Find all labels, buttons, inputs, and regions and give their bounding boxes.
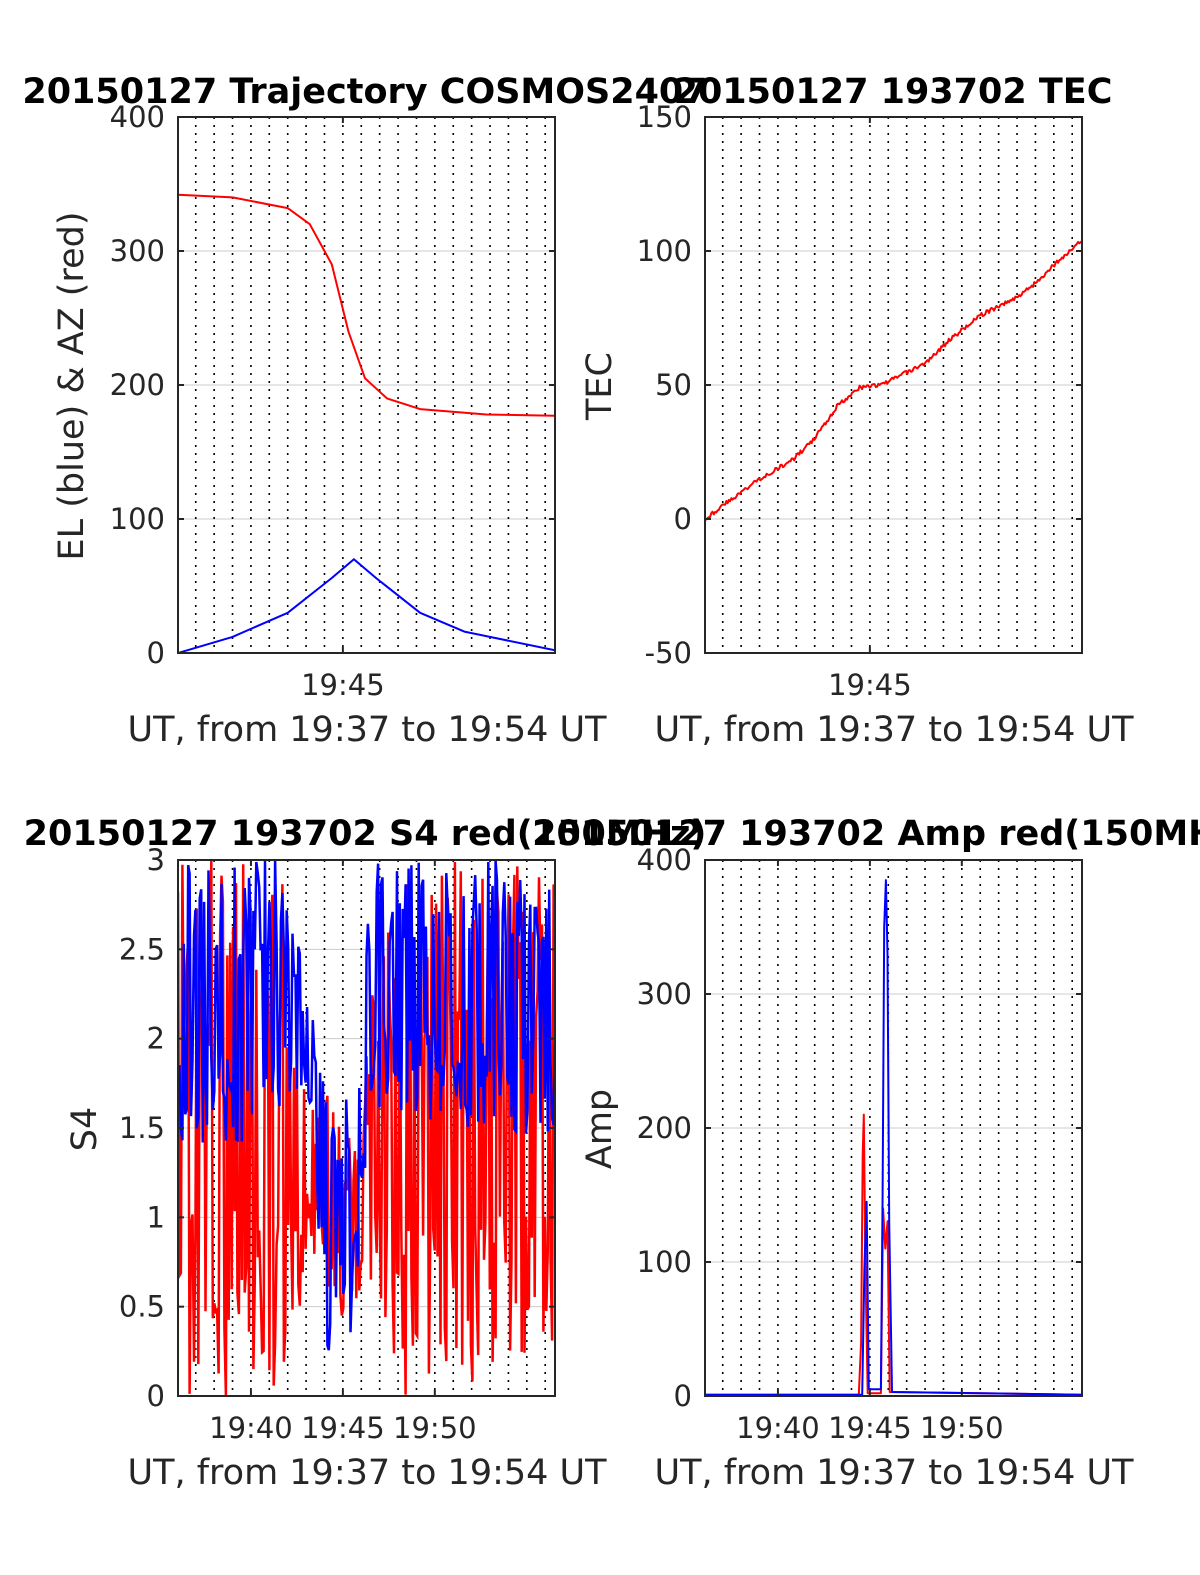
tec-chart: 20150127 193702 TEC -50 0 50 100 150 19:45 UT…	[580, 72, 1134, 750]
y-tick-label: 2	[147, 1022, 165, 1056]
y-tick-label: 0.5	[119, 1290, 165, 1324]
chart-title: 20150127 Trajectory COSMOS2407	[22, 72, 707, 112]
series-line-red	[705, 1113, 1082, 1396]
y-tick-label: 150	[637, 100, 692, 134]
y-tick-label: 400	[637, 843, 692, 877]
series-line-tec	[705, 240, 1082, 521]
amp-plot-area: 0 100 200 300 400 19:40 19:45 19:50	[637, 843, 1083, 1445]
y-tick-label: 400	[110, 100, 165, 134]
s4-plot-area: 0 0.5 1 1.5 2 2.5 3 19:40 19:45 19:50	[119, 843, 556, 1445]
x-axis-label: UT, from 19:37 to 19:54 UT	[654, 1453, 1134, 1493]
y-tick-label: 1	[147, 1200, 165, 1234]
y-tick-label: 2.5	[119, 932, 165, 966]
series-line-az	[178, 193, 555, 417]
y-tick-label: 200	[637, 1111, 692, 1145]
s4-chart: 20150127 193702 S4 red(150MHz) 0 0.5 1 1.5 2…	[24, 814, 707, 1493]
y-tick-label: 0	[674, 502, 692, 536]
y-axis-label: TEC	[580, 352, 620, 421]
x-tick-label: 19:45	[301, 668, 385, 702]
y-tick-label: 300	[637, 977, 692, 1011]
y-axis-label: Amp	[580, 1089, 620, 1169]
y-tick-label: 0	[674, 1379, 692, 1413]
y-axis-label: S4	[65, 1107, 105, 1152]
y-tick-label: 50	[655, 368, 692, 402]
y-tick-label: 3	[147, 843, 165, 877]
x-tick-label: 19:45	[828, 1411, 912, 1445]
trajectory-plot-area: 0 100 200 300 400 19:45	[110, 100, 556, 702]
y-tick-label: 200	[110, 368, 165, 402]
series-line-blue	[178, 860, 555, 1351]
series-line-el	[178, 558, 555, 653]
x-tick-label: 19:50	[920, 1411, 1004, 1445]
x-tick-label: 19:50	[393, 1411, 477, 1445]
x-axis-label: UT, from 19:37 to 19:54 UT	[127, 1453, 607, 1493]
chart-title: 20150127 193702 TEC	[674, 72, 1113, 112]
y-tick-label: -50	[645, 636, 692, 670]
y-tick-label: 0	[147, 1379, 165, 1413]
trajectory-chart: 20150127 Trajectory COSMOS2407 0 100 200 30…	[22, 72, 707, 750]
x-tick-label: 19:40	[209, 1411, 293, 1445]
chart-title: 20150127 193702 S4 red(150MHz)	[24, 814, 707, 854]
y-tick-label: 1.5	[119, 1111, 165, 1145]
y-axis-label: EL (blue) & AZ (red)	[52, 212, 92, 561]
series-layer	[705, 879, 1082, 1396]
y-tick-label: 300	[110, 234, 165, 268]
x-tick-label: 19:40	[736, 1411, 820, 1445]
x-tick-label: 19:45	[828, 668, 912, 702]
x-tick-label: 19:45	[301, 1411, 385, 1445]
tec-plot-area: -50 0 50 100 150 19:45	[637, 100, 1083, 702]
series-line-blue	[705, 879, 1082, 1396]
chart-title: 20150127 193702 Amp red(150MHz)	[532, 814, 1200, 854]
y-tick-label: 0	[147, 636, 165, 670]
series-layer	[178, 860, 555, 1396]
x-axis-label: UT, from 19:37 to 19:54 UT	[654, 710, 1134, 750]
series-layer	[178, 193, 555, 653]
amp-chart: 20150127 193702 Amp red(150MHz) 0 100 200 3…	[532, 814, 1200, 1493]
y-tick-label: 100	[110, 502, 165, 536]
x-axis-label: UT, from 19:37 to 19:54 UT	[127, 710, 607, 750]
y-tick-label: 100	[637, 1245, 692, 1279]
y-tick-label: 100	[637, 234, 692, 268]
series-layer	[705, 240, 1082, 521]
